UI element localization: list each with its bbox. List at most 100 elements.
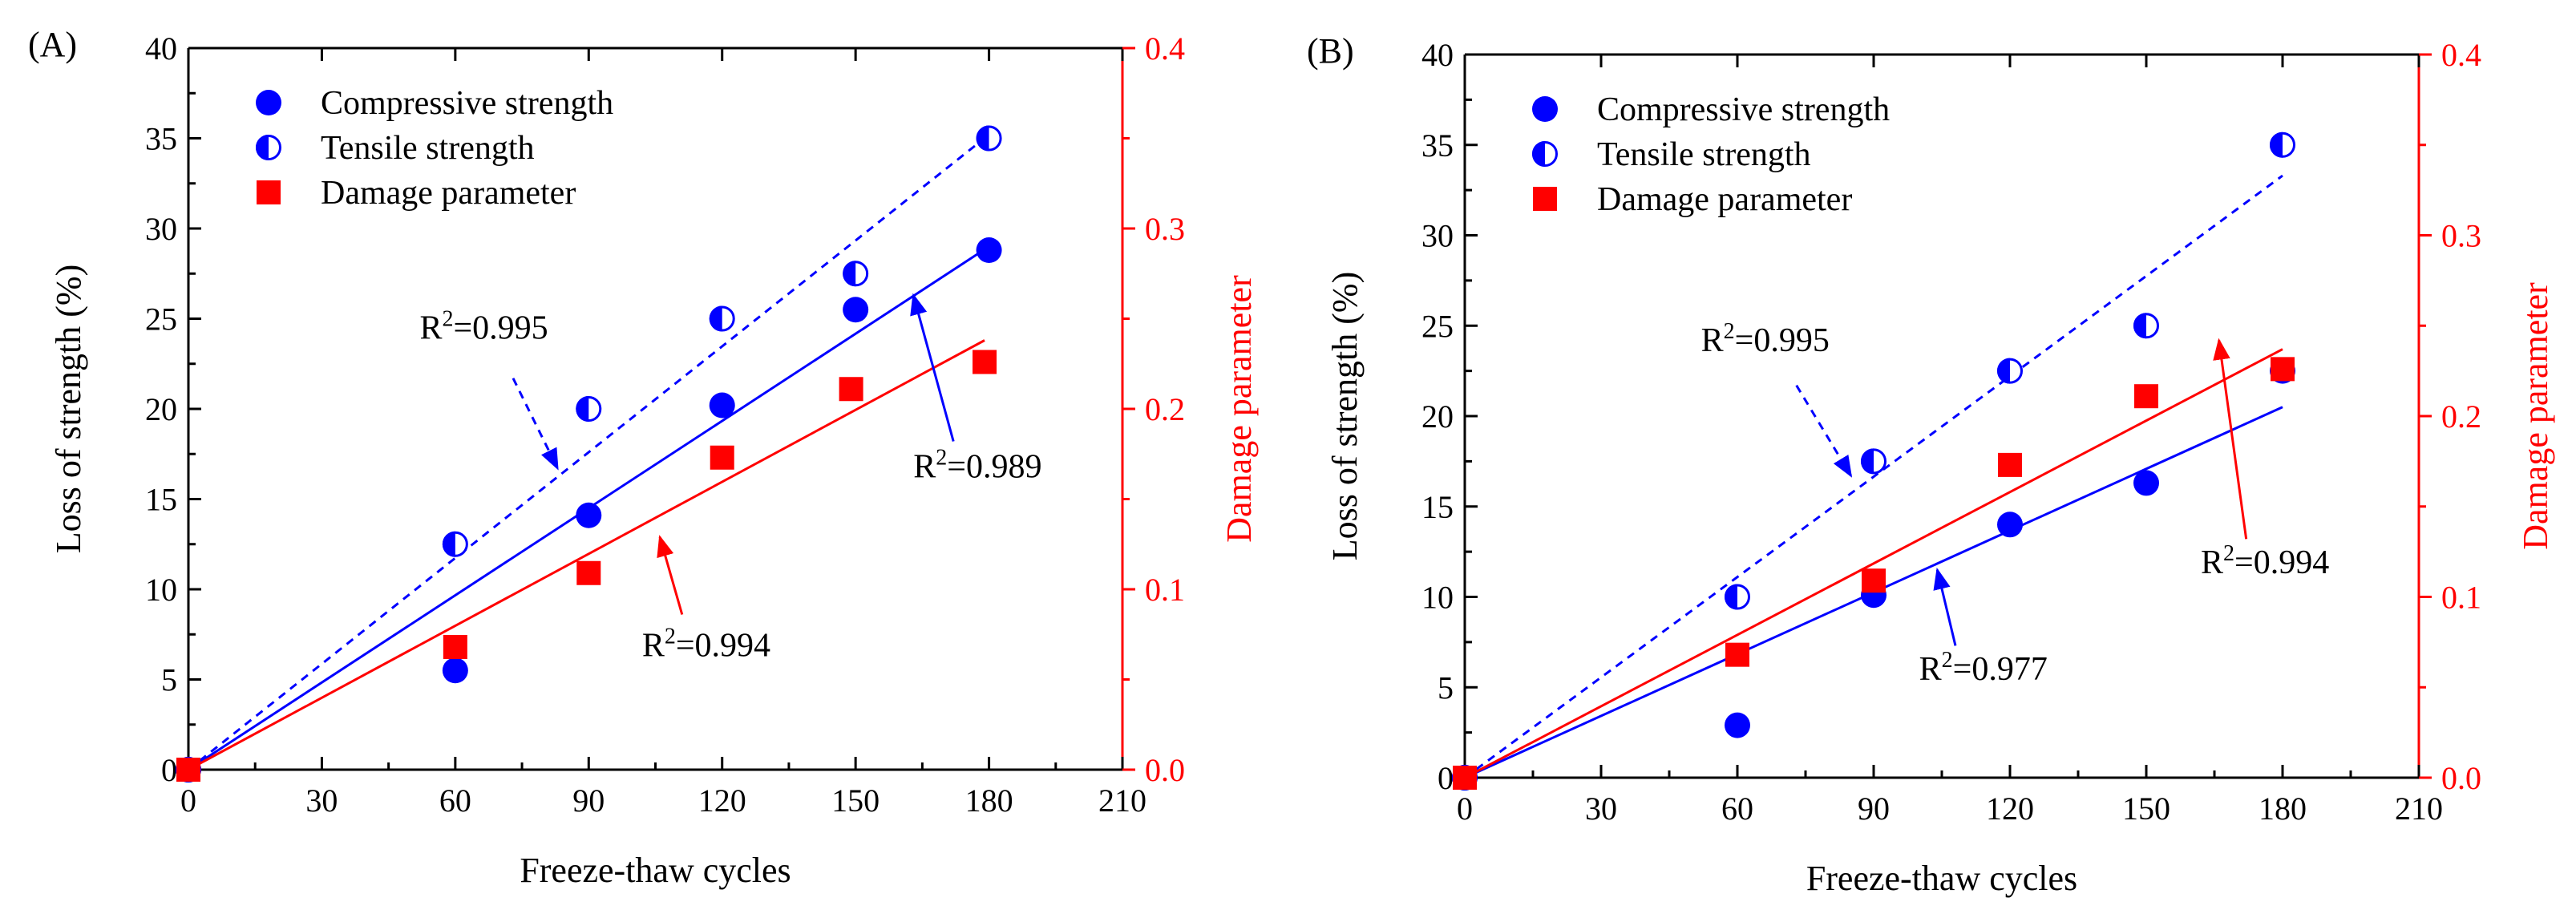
- legend-marker: [257, 180, 281, 204]
- x-tick-label: 180: [965, 782, 1013, 819]
- y-tick-label: 40: [145, 30, 177, 67]
- x-tick-label: 0: [180, 782, 196, 819]
- y2-tick-label: 0.3: [1145, 211, 1185, 247]
- x-tick-label: 60: [1721, 791, 1753, 827]
- y-tick-label: 0: [1438, 760, 1454, 796]
- annotation-arrow: [1933, 568, 1957, 646]
- x-tick-label: 60: [439, 782, 471, 819]
- r-squared-label: R2=0.989: [913, 446, 1041, 486]
- y-tick-label: 25: [145, 301, 177, 338]
- plot-area: [176, 125, 1002, 782]
- x-tick-label: 30: [305, 782, 338, 819]
- data-point: [2271, 357, 2295, 382]
- x-tick-label: 210: [1098, 782, 1146, 819]
- y2-tick-label: 0.3: [2441, 218, 2481, 254]
- y2-tick-label: 0.0: [2441, 760, 2481, 796]
- x-axis-title: Freeze-thaw cycles: [1806, 859, 2077, 898]
- y-axis-title: Loss of strength (%): [1325, 272, 1365, 561]
- data-point: [976, 125, 1002, 152]
- data-point: [2270, 131, 2295, 158]
- plot-area: [1452, 131, 2295, 791]
- y-tick-label: 5: [161, 662, 177, 698]
- y-tick-label: 20: [1421, 398, 1454, 435]
- y-tick-label: 35: [145, 121, 177, 157]
- y-axis-title: Loss of strength (%): [49, 265, 88, 554]
- x-tick-label: 0: [1457, 791, 1473, 827]
- r-squared-label: R2=0.994: [642, 624, 770, 664]
- data-point: [2133, 470, 2159, 496]
- legend-marker: [1532, 141, 1558, 167]
- data-point: [1997, 358, 2023, 384]
- annotation-arrow: [910, 293, 955, 442]
- data-point: [576, 502, 602, 528]
- r-squared-label: R2=0.995: [1701, 319, 1830, 359]
- y-tick-label: 15: [1421, 489, 1454, 525]
- y-tick-label: 30: [1421, 218, 1454, 254]
- legend: Compressive strength Tensile strength Dama…: [1532, 91, 1890, 218]
- data-point: [176, 758, 200, 782]
- legend: Compressive strength Tensile strength Dama…: [256, 85, 613, 212]
- data-point: [1725, 642, 1749, 667]
- r-squared-label: R2=0.995: [419, 306, 548, 346]
- data-point: [1725, 584, 1750, 610]
- y-tick-label: 15: [145, 482, 177, 518]
- y-tick-label: 5: [1438, 669, 1454, 706]
- legend-label: Compressive strength: [1597, 91, 1890, 128]
- x-tick-label: 150: [831, 782, 880, 819]
- y2-tick-label: 0.4: [1145, 30, 1185, 67]
- data-point: [1998, 452, 2022, 477]
- y-tick-label: 25: [1421, 308, 1454, 344]
- x-tick-label: 120: [1986, 791, 2034, 827]
- y-tick-label: 30: [145, 211, 177, 247]
- y-tick-label: 0: [161, 752, 177, 788]
- data-point: [1997, 512, 2023, 538]
- fit-line: [1464, 174, 2283, 779]
- legend-label: Damage parameter: [321, 175, 576, 212]
- y2-tick-label: 0.4: [2441, 37, 2481, 73]
- data-point: [709, 392, 735, 419]
- y2-tick-label: 0.0: [1145, 752, 1185, 788]
- data-point: [1725, 712, 1750, 738]
- x-tick-label: 90: [572, 782, 605, 819]
- x-axis-title: Freeze-thaw cycles: [520, 851, 791, 890]
- x-tick-label: 90: [1858, 791, 1890, 827]
- fit-line: [1464, 348, 2283, 779]
- y-tick-label: 10: [1421, 580, 1454, 616]
- legend-label: Compressive strength: [321, 85, 613, 122]
- data-point: [442, 531, 468, 557]
- fit-line: [188, 133, 990, 771]
- data-point: [1861, 448, 1887, 475]
- legend-marker: [1533, 187, 1557, 211]
- data-point: [843, 261, 869, 287]
- y2-tick-label: 0.2: [1145, 391, 1185, 427]
- panel-label: (B): [1307, 31, 1354, 71]
- x-tick-label: 120: [698, 782, 746, 819]
- data-point: [973, 350, 997, 374]
- data-point: [443, 635, 467, 659]
- data-point: [839, 377, 863, 402]
- data-point: [576, 396, 602, 422]
- y2-axis-title: Damage parameter: [1219, 275, 1259, 543]
- data-point: [1862, 568, 1886, 593]
- y-tick-label: 20: [145, 391, 177, 427]
- legend-label: Tensile strength: [1597, 136, 1811, 173]
- data-point: [576, 560, 601, 585]
- y2-axis-title: Damage parameter: [2516, 282, 2555, 550]
- legend-label: Damage parameter: [1597, 181, 1852, 218]
- y-tick-label: 35: [1421, 127, 1454, 164]
- legend-label: Tensile strength: [321, 130, 535, 167]
- data-point: [843, 297, 869, 323]
- data-point: [709, 305, 735, 332]
- x-tick-label: 30: [1585, 791, 1617, 827]
- annotation-arrow: [512, 378, 559, 471]
- legend-marker: [256, 135, 281, 160]
- y2-tick-label: 0.1: [2441, 580, 2481, 616]
- x-tick-label: 180: [2259, 791, 2307, 827]
- panel-label: (A): [28, 25, 77, 64]
- fit-line: [188, 339, 985, 771]
- x-tick-label: 210: [2395, 791, 2443, 827]
- y2-tick-label: 0.2: [2441, 398, 2481, 435]
- data-point: [1453, 766, 1477, 790]
- panel-b: (B) 0 30 60 90 120 150 180 210 0 5 10 15 20 25 30 35 40 0.…: [1307, 31, 2555, 898]
